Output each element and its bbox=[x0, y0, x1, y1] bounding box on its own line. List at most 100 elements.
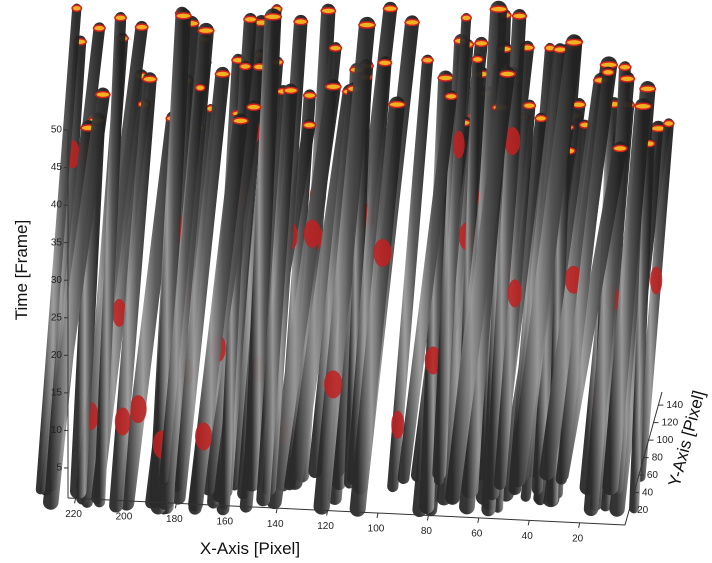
z-tick-label: 25 bbox=[51, 312, 63, 323]
tube-cap bbox=[92, 24, 106, 32]
tube bbox=[509, 34, 583, 488]
tube-cap bbox=[388, 100, 406, 109]
tube-cap bbox=[324, 82, 342, 91]
x-tick-label: 80 bbox=[421, 526, 433, 537]
tube-cap bbox=[293, 17, 309, 26]
tube-cap bbox=[471, 55, 484, 64]
z-tick-label: 45 bbox=[51, 162, 63, 173]
hotspot bbox=[391, 410, 405, 439]
tube-cap bbox=[302, 91, 317, 100]
tube-cap bbox=[232, 117, 249, 125]
tube-cap bbox=[489, 5, 508, 13]
x-tick-label: 40 bbox=[522, 531, 534, 542]
tube-cap bbox=[302, 121, 317, 129]
x-tick-label: 60 bbox=[471, 529, 483, 540]
tube-cap bbox=[499, 70, 516, 78]
x-tick bbox=[124, 500, 127, 506]
tube-cap bbox=[175, 12, 192, 20]
tube-cap bbox=[474, 39, 489, 48]
tube-layer bbox=[35, 0, 675, 518]
y-tick-label: 80 bbox=[652, 452, 664, 463]
x-tick bbox=[275, 508, 278, 514]
tube-cap bbox=[662, 119, 675, 128]
tube bbox=[629, 138, 655, 514]
hotspot bbox=[324, 370, 343, 399]
axes: 5 10 15 20 25 30 35 40 45 50 220 200 180 160 140 120 100… bbox=[51, 125, 684, 545]
tube-cap bbox=[320, 7, 337, 15]
z-axis-title: Time [Frame] bbox=[12, 220, 31, 320]
hotspot bbox=[452, 130, 465, 159]
y-tick-label: 100 bbox=[657, 435, 674, 446]
tube-cap bbox=[522, 101, 537, 110]
tube bbox=[266, 79, 341, 510]
tube-cap bbox=[634, 102, 652, 111]
x-tick-label: 200 bbox=[116, 511, 133, 522]
tube-cap bbox=[142, 75, 158, 83]
tube-cap bbox=[552, 45, 568, 54]
x-tick bbox=[225, 505, 228, 511]
tube-cap bbox=[243, 15, 258, 24]
z-tick-label: 30 bbox=[51, 275, 63, 286]
x-tick bbox=[376, 512, 379, 519]
tube bbox=[444, 66, 516, 505]
tube-cap bbox=[511, 12, 528, 20]
hotspot bbox=[650, 266, 663, 295]
tube-cap bbox=[612, 144, 628, 153]
x-tick bbox=[527, 520, 530, 526]
hotspot bbox=[129, 395, 147, 424]
tube bbox=[349, 96, 406, 517]
tube bbox=[35, 3, 82, 495]
y-tick-label: 120 bbox=[661, 417, 678, 428]
z-tick-label: 50 bbox=[51, 125, 63, 136]
tube-cap bbox=[382, 4, 398, 13]
y-tick-label: 140 bbox=[666, 400, 683, 411]
tube-cap bbox=[134, 23, 149, 31]
z-tick-label: 40 bbox=[51, 200, 63, 211]
tube-cap bbox=[95, 90, 111, 99]
tube bbox=[602, 98, 652, 496]
x-axis-title: X-Axis [Pixel] bbox=[200, 539, 300, 558]
tube-cap bbox=[328, 44, 343, 52]
hotspot bbox=[114, 407, 131, 436]
tube-cap bbox=[283, 86, 299, 95]
tube-cap bbox=[460, 14, 472, 22]
tube-cap bbox=[618, 63, 632, 71]
hotspot bbox=[507, 279, 522, 308]
tube-cap bbox=[444, 92, 458, 101]
tube bbox=[397, 90, 458, 485]
hotspot bbox=[195, 422, 212, 451]
tube bbox=[485, 9, 527, 501]
tube bbox=[158, 83, 205, 484]
hotspot bbox=[373, 238, 392, 267]
tube bbox=[150, 8, 192, 515]
y-tick-label: 60 bbox=[647, 470, 659, 481]
x-tick bbox=[326, 510, 329, 516]
tube-cap bbox=[114, 13, 127, 22]
z-tick-label: 15 bbox=[51, 387, 63, 398]
z-tick-label: 35 bbox=[51, 237, 63, 248]
tube-cap bbox=[639, 85, 657, 93]
tube bbox=[555, 66, 614, 485]
x-tick bbox=[578, 522, 581, 528]
x-tick bbox=[426, 515, 429, 521]
x-tick bbox=[174, 503, 177, 509]
tube bbox=[42, 87, 110, 482]
x-tick-label: 100 bbox=[368, 524, 385, 535]
tube bbox=[243, 8, 282, 492]
tube-cap bbox=[421, 56, 434, 64]
y-axis-line bbox=[624, 391, 663, 526]
tube-cap bbox=[263, 13, 283, 21]
hotspot bbox=[504, 127, 521, 156]
x-tick-label: 160 bbox=[216, 516, 233, 527]
tube-cap bbox=[71, 4, 83, 12]
x-axis-line bbox=[67, 497, 626, 526]
tube bbox=[119, 110, 182, 511]
tube bbox=[93, 12, 127, 508]
tube bbox=[433, 13, 472, 486]
tube bbox=[635, 118, 674, 482]
x-tick-label: 220 bbox=[65, 509, 82, 520]
tube-cap bbox=[246, 103, 262, 111]
z-tick-label: 20 bbox=[51, 350, 63, 361]
hotspot bbox=[303, 219, 321, 248]
